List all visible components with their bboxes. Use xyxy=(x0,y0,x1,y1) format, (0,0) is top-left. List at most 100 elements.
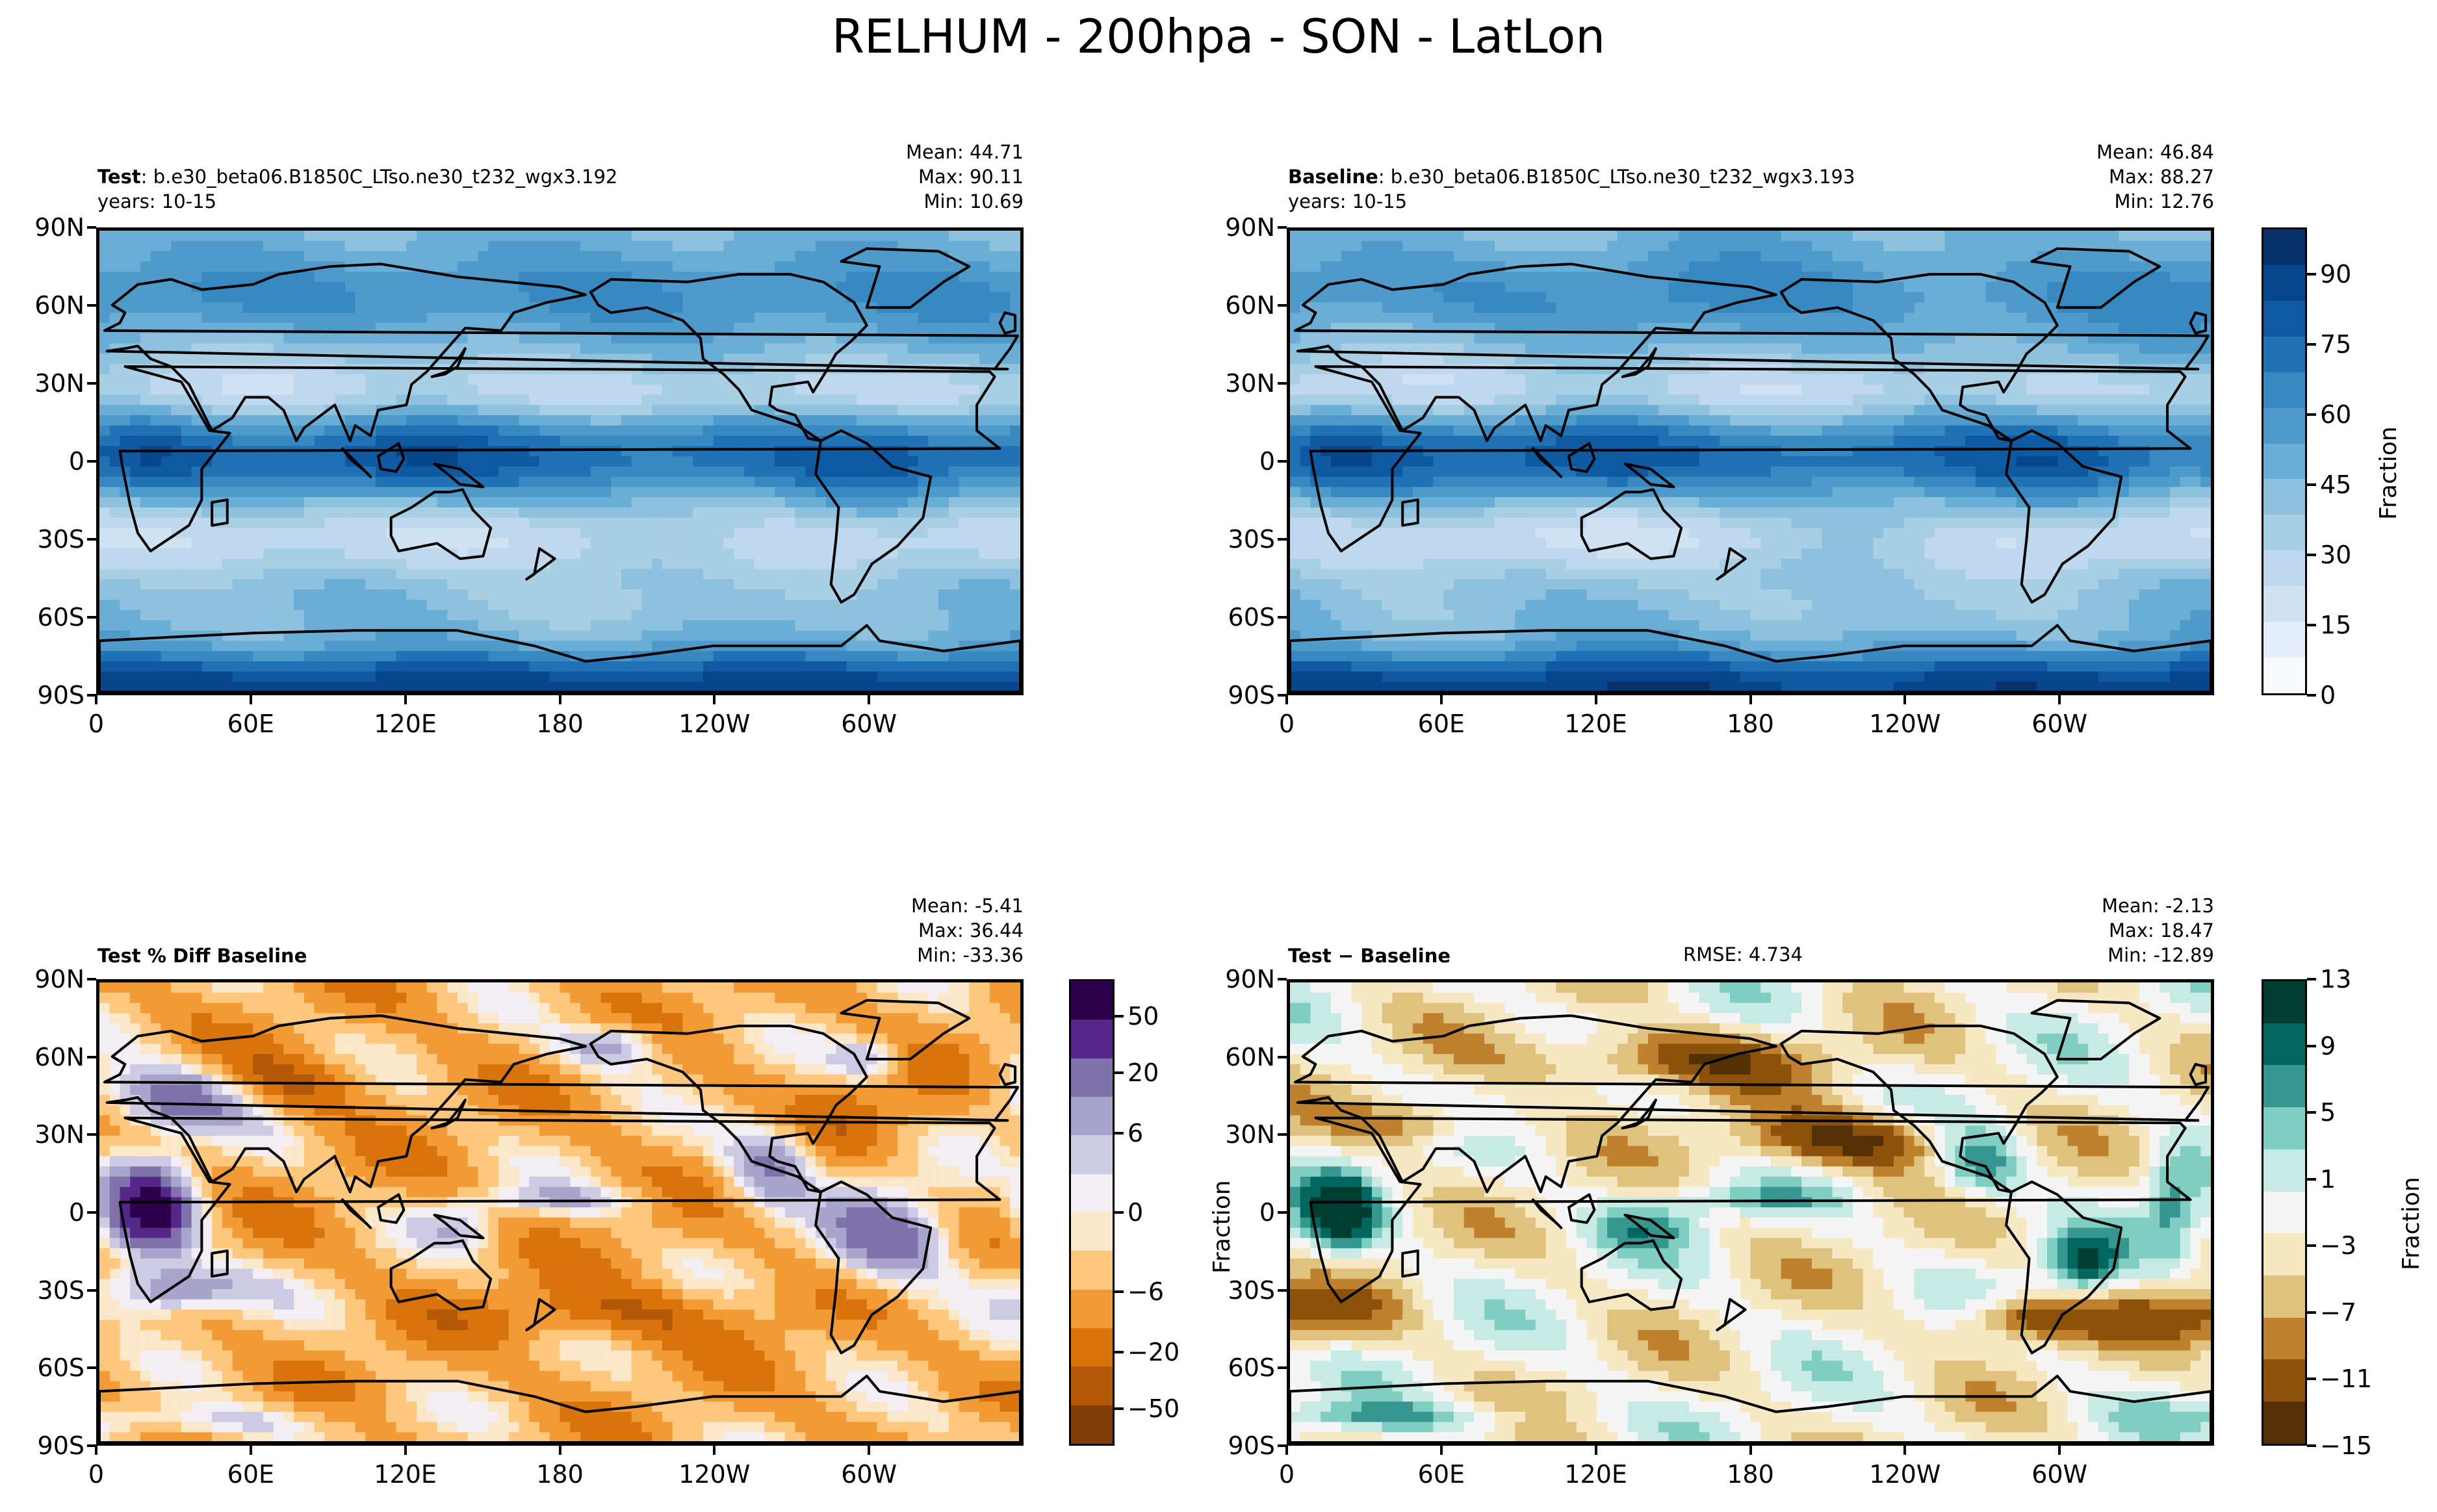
cbar-relhum-swatch xyxy=(2263,550,2305,587)
test-lat-tick xyxy=(87,382,96,385)
test-lat-tick xyxy=(87,460,96,463)
test-lat-tick xyxy=(87,694,96,697)
cbar-diff-swatch xyxy=(2263,1402,2305,1444)
coastline xyxy=(2030,999,2161,1060)
coastline xyxy=(840,999,971,1060)
diff-lon-tick-label: 120W xyxy=(1869,1460,1941,1489)
cbar-relhum-swatch xyxy=(2263,300,2305,337)
pctdiff-lat-tick-label: 90S xyxy=(37,1431,84,1460)
pctdiff-lon-tick xyxy=(558,1446,561,1455)
cbar-diff-swatch xyxy=(2263,1107,2305,1149)
test-lon-tick xyxy=(558,695,561,704)
diff-lat-tick-label: 30S xyxy=(1228,1275,1275,1305)
pctdiff-lat-tick xyxy=(87,1211,96,1214)
cbar-relhum-swatch xyxy=(2263,264,2305,301)
pctdiff-colorbar-tick xyxy=(1115,1071,1124,1074)
relhum-colorbar xyxy=(2262,227,2307,695)
cbar-pctdiff-swatch xyxy=(1071,1366,1113,1405)
coastline xyxy=(814,1180,933,1355)
pctdiff-lat-tick xyxy=(87,1055,96,1058)
pctdiff-lon-tick xyxy=(404,1446,407,1455)
diff-colorbar-tick-label: 1 xyxy=(2320,1165,2336,1194)
cbar-pctdiff-swatch xyxy=(1071,1019,1113,1058)
baseline-lon-tick xyxy=(1439,695,1443,704)
coastline xyxy=(430,1098,467,1130)
pctdiff-colorbar-tick xyxy=(1115,1211,1124,1214)
diff-colorbar-tick-label: −3 xyxy=(2320,1231,2357,1260)
cbar-relhum-swatch xyxy=(2263,407,2305,444)
cbar-diff-swatch xyxy=(2263,1149,2305,1192)
cbar-relhum-swatch xyxy=(2263,586,2305,622)
pctdiff-lat-tick xyxy=(87,1133,96,1136)
coastline xyxy=(1309,1116,2192,1303)
cbar-pctdiff-swatch xyxy=(1071,1289,1113,1328)
test-lon-tick xyxy=(713,695,716,704)
diff-colorbar-tick-label: −11 xyxy=(2320,1365,2373,1394)
pctdiff-lat-tick xyxy=(87,1444,96,1447)
pctdiff-lon-tick-label: 60E xyxy=(227,1460,275,1489)
pctdiff-colorbar-tick-label: 50 xyxy=(1128,1002,1159,1031)
diff-colorbar-tick-label: 13 xyxy=(2320,965,2352,993)
coastline xyxy=(1309,365,2192,553)
coastline xyxy=(433,462,485,489)
diff-colorbar-tick xyxy=(2307,1244,2316,1247)
coastline xyxy=(2005,1180,2123,1355)
diff-lon-tick-label: 180 xyxy=(1727,1460,1774,1489)
baseline-max: Max: 88.27 xyxy=(2109,166,2214,188)
test-lon-tick-label: 120W xyxy=(678,710,751,738)
coastline xyxy=(99,624,1020,692)
test-lon-tick xyxy=(95,695,97,704)
diff-lat-tick-label: 30N xyxy=(1225,1120,1275,1149)
pctdiff-lon-tick-label: 60W xyxy=(841,1460,897,1489)
baseline-lat-tick-label: 30N xyxy=(1225,369,1275,398)
coastline xyxy=(525,547,556,581)
pctdiff-lat-tick-label: 90N xyxy=(34,965,84,993)
pctdiff-min: Min: -33.36 xyxy=(917,944,1024,966)
diff-stats: Mean: -2.13 Max: 18.47 Min: -12.89 xyxy=(2047,893,2214,967)
test-lat-tick-label: 0 xyxy=(68,447,84,476)
baseline-lat-tick-label: 30S xyxy=(1228,525,1275,554)
test-lon-tick xyxy=(249,695,252,704)
coastline xyxy=(377,442,406,473)
cbar-relhum-swatch xyxy=(2263,443,2305,480)
map-test-svg xyxy=(99,231,1020,692)
coastline xyxy=(1401,498,1419,527)
cbar-pctdiff-swatch xyxy=(1071,981,1113,1020)
relhum-colorbar-label: Fraction xyxy=(2375,426,2402,520)
diff-lon-tick xyxy=(1903,1446,1907,1455)
diff-lon-tick xyxy=(1285,1446,1288,1455)
cbar-diff-swatch xyxy=(2263,1065,2305,1108)
relhum-colorbar-tick xyxy=(2307,554,2316,556)
baseline-lon-tick xyxy=(1749,695,1752,704)
baseline-lat-tick xyxy=(1278,460,1287,463)
test-lat-tick xyxy=(87,616,96,619)
coastline xyxy=(1401,1249,1419,1278)
pctdiff-lat-tick-label: 0 xyxy=(68,1198,84,1227)
diff-side-label: Fraction xyxy=(1209,1180,1235,1274)
pctdiff-colorbar-tick xyxy=(1115,1351,1124,1354)
cbar-pctdiff-swatch xyxy=(1071,1173,1113,1212)
pctdiff-colorbar-tick-label: 6 xyxy=(1128,1118,1144,1147)
diff-lat-tick xyxy=(1278,1133,1287,1136)
map-baseline-field xyxy=(1290,231,2211,692)
coastline xyxy=(1716,1298,1747,1331)
diff-lon-tick-label: 120E xyxy=(1564,1460,1627,1489)
cbar-pctdiff-swatch xyxy=(1071,1327,1113,1367)
pctdiff-max: Max: 36.44 xyxy=(918,919,1024,942)
diff-colorbar-tick-label: −7 xyxy=(2320,1298,2357,1327)
diff-colorbar-tick xyxy=(2307,1178,2316,1181)
pctdiff-colorbar-tick xyxy=(1115,1015,1124,1018)
coastline xyxy=(2030,247,2161,309)
test-lon-tick-label: 180 xyxy=(536,710,584,738)
relhum-colorbar-tick xyxy=(2307,273,2316,275)
cbar-diff-swatch xyxy=(2263,1233,2305,1276)
diff-lat-tick-label: 0 xyxy=(1259,1198,1275,1227)
baseline-lat-tick xyxy=(1278,538,1287,541)
test-header: Test: b.e30_beta06.B1850C_LTso.ne30_t232… xyxy=(97,164,617,214)
relhum-colorbar-tick xyxy=(2307,483,2316,486)
coastline xyxy=(589,273,868,442)
pctdiff-colorbar-tick xyxy=(1115,1290,1124,1294)
relhum-colorbar-tick xyxy=(2307,624,2316,626)
coastline xyxy=(103,1014,1020,1194)
baseline-lon-tick-label: 60E xyxy=(1417,710,1465,738)
